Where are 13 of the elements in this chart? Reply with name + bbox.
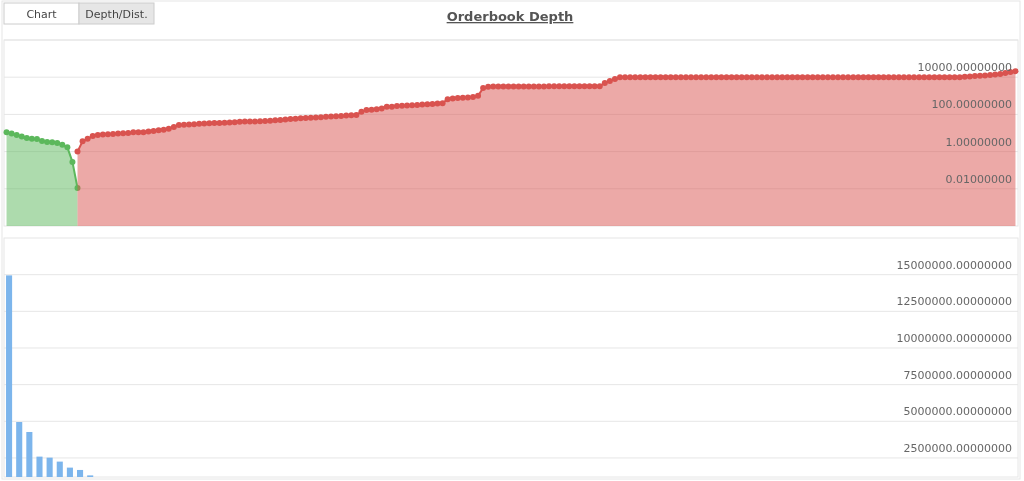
y-tick-label: 7500000.00000000 xyxy=(903,368,1012,382)
y-tick-label: 0.01000000 xyxy=(945,172,1012,186)
y-tick-label: 10000.00000000 xyxy=(917,61,1012,75)
chart-title: Orderbook Depth xyxy=(446,9,574,24)
tab-button: Chart xyxy=(3,2,80,25)
tab-button: Depth/Dist. xyxy=(78,2,155,25)
y-tick-label: 2500000.00000000 xyxy=(903,441,1012,455)
y-tick-label: 5000000.00000000 xyxy=(903,405,1012,419)
y-tick-label: 15000000.00000000 xyxy=(896,258,1012,272)
y-tick-label: 1.00000000 xyxy=(945,135,1012,149)
y-tick-label: 100.00000000 xyxy=(931,98,1012,112)
y-tick-label: 12500000.00000000 xyxy=(896,295,1012,309)
y-tick-label: 10000000.00000000 xyxy=(896,331,1012,345)
